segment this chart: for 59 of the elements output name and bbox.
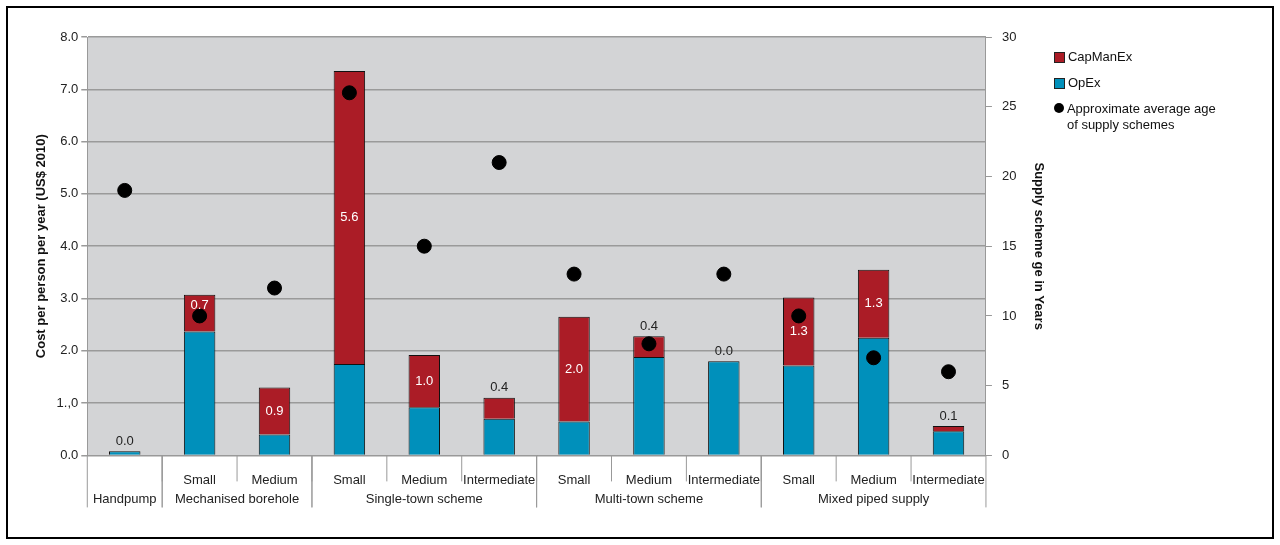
x-tick-label: Small <box>333 471 366 487</box>
data-label: 0.0 <box>115 432 134 448</box>
data-label: 0.9 <box>265 402 284 418</box>
y-tick-label: 7.0 <box>60 80 79 96</box>
text: Mixed piped supply <box>817 490 930 506</box>
point <box>566 266 582 282</box>
text: Single-town scheme <box>365 490 483 506</box>
legend-label: Approximate average age of supply schemes <box>1066 101 1217 133</box>
x-tick-label: Small <box>183 471 216 487</box>
x-tick-label: Intermediate <box>912 471 985 487</box>
y-tick-label: 1.,0 <box>56 394 79 410</box>
text: Multi-town scheme <box>594 490 704 506</box>
point <box>267 280 282 296</box>
point <box>791 308 807 324</box>
y2-tick-label: 25 <box>1001 98 1017 114</box>
y-tick-label: 3.0 <box>60 290 79 306</box>
legend-label: CapManEx <box>1067 49 1133 65</box>
legend-label: OpEx <box>1067 75 1101 91</box>
x-tick-label: Medium <box>850 471 897 487</box>
y2-axis-title: Supply scheme ge in Years <box>1031 162 1047 330</box>
y2-tick-label: 0 <box>1001 446 1010 462</box>
text: Handpump <box>92 490 157 506</box>
x-tick-label: Medium <box>401 471 448 487</box>
x-tick-label: Intermediate <box>463 471 536 487</box>
y-axis-title: Cost per person per year (US$ 2010) <box>33 134 49 359</box>
x-tick-label: Medium <box>251 471 298 487</box>
data-label: 0.1 <box>939 407 958 423</box>
y-tick-label: 8.0 <box>60 28 79 44</box>
point <box>491 155 507 171</box>
point <box>416 238 432 254</box>
x-tick-label: Small <box>557 471 591 487</box>
data-label: 0.0 <box>714 342 733 358</box>
y-tick-label: 2.0 <box>60 342 79 358</box>
y2-tick-label: 10 <box>1001 307 1017 323</box>
point <box>341 85 357 101</box>
text: Mechanised borehole <box>174 490 300 506</box>
y-tick-label: 6.0 <box>60 133 79 149</box>
y-tick-label: 0.0 <box>60 446 79 462</box>
data-label: 0.4 <box>490 379 509 395</box>
y2-tick-label: 30 <box>1001 28 1017 44</box>
data-label: 0.4 <box>639 317 658 333</box>
y2-tick-label: 20 <box>1001 168 1017 184</box>
point <box>866 350 882 366</box>
data-label: 2.0 <box>565 360 584 376</box>
point <box>716 266 732 282</box>
y2-tick-label: 15 <box>1001 237 1017 253</box>
data-label: 1.0 <box>415 372 434 388</box>
data-label: 5.6 <box>340 209 359 225</box>
data-label: 1.3 <box>864 295 883 311</box>
point <box>941 364 956 380</box>
y2-tick-label: 5 <box>1001 377 1010 393</box>
data-label: 1.3 <box>789 323 808 339</box>
point <box>117 182 133 198</box>
x-tick-label: Small <box>782 471 816 487</box>
x-tick-label: Medium <box>625 471 673 487</box>
data-label: 0.7 <box>190 297 209 313</box>
y-tick-label: 4.0 <box>60 237 79 253</box>
x-tick-label: Intermediate <box>687 471 760 487</box>
y-tick-label: 5.0 <box>60 185 79 201</box>
